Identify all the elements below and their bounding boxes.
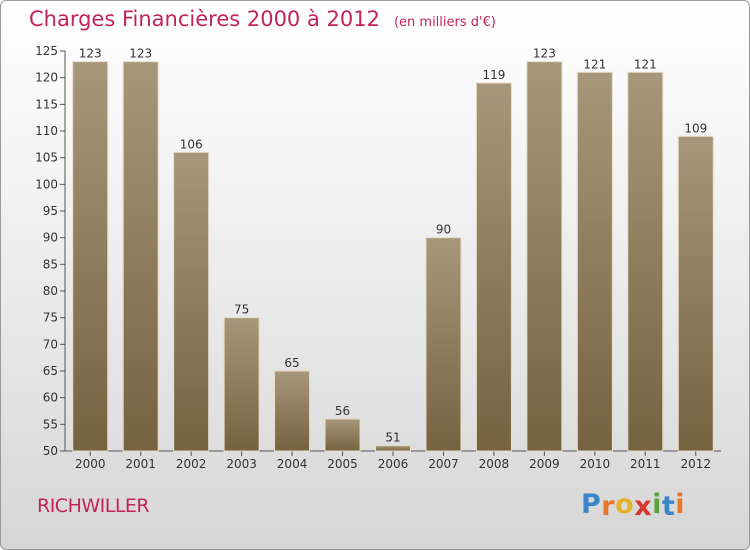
bars: [72, 61, 714, 452]
logo-letter: x: [634, 491, 653, 522]
y-tick-label: 70: [43, 337, 58, 351]
x-tick-label: 2005: [327, 457, 358, 471]
x-tick-label: 2003: [226, 457, 257, 471]
bar-2004: [274, 370, 311, 452]
city-name: RICHWILLER: [37, 495, 150, 517]
y-tick-label: 110: [35, 124, 58, 138]
bar-2009: [526, 61, 563, 452]
data-label-2000: 123: [79, 47, 102, 61]
data-label-2012: 109: [684, 121, 707, 135]
axes: 50 55 60 65 70 75 80 85 90 95 100 105 110 115 120 125 20…: [35, 44, 721, 471]
logo-letter: t: [661, 491, 676, 522]
logo-letter: r: [601, 491, 616, 522]
y-tick-label: 105: [35, 151, 58, 165]
bar-2010: [576, 71, 613, 452]
x-tick-label: 2006: [378, 457, 409, 471]
y-tick-label: 120: [35, 71, 58, 85]
x-tick-label: 2000: [75, 457, 106, 471]
x-tick-label: 2002: [176, 457, 207, 471]
y-tick-label: 85: [43, 257, 58, 271]
bar-2002: [173, 151, 210, 452]
bar-2011: [627, 71, 664, 452]
bar-2008: [475, 82, 512, 452]
y-tick-label: 80: [43, 284, 58, 298]
x-tick-label: 2008: [479, 457, 510, 471]
chart-title-text: Charges Financières 2000 à 2012: [29, 7, 380, 31]
y-tick-label: 55: [43, 417, 58, 431]
y-tick-label: 115: [35, 97, 58, 111]
data-label-2011: 121: [634, 57, 657, 71]
data-label-2008: 119: [482, 68, 505, 82]
data-label-2006: 51: [385, 431, 400, 445]
data-label-2010: 121: [583, 57, 606, 71]
x-tick-label: 2001: [125, 457, 156, 471]
y-tick-label: 75: [43, 311, 58, 325]
x-tick-label: 2004: [277, 457, 308, 471]
x-tick-label: 2012: [680, 457, 711, 471]
bar-2007: [425, 237, 462, 452]
logo-letter: P: [581, 489, 602, 520]
data-label-2005: 56: [335, 404, 350, 418]
x-tick-label: 2007: [428, 457, 459, 471]
chart-title: Charges Financières 2000 à 2012 (en milli…: [29, 7, 496, 31]
bar-2001: [122, 61, 159, 452]
logo-letter: o: [615, 489, 635, 520]
x-tick-label: 2009: [529, 457, 560, 471]
data-label-2009: 123: [533, 47, 556, 61]
y-tick-label: 95: [43, 204, 58, 218]
bar-2003: [223, 317, 260, 452]
y-tick-label: 65: [43, 364, 58, 378]
y-tick-label: 60: [43, 391, 58, 405]
data-label-2003: 75: [234, 303, 249, 317]
data-label-2002: 106: [180, 137, 203, 151]
logo-letter: i: [675, 489, 686, 520]
data-label-2004: 65: [284, 356, 299, 370]
bar-2000: [72, 61, 109, 452]
data-labels: 123 123 106 75 65 56 51 90 119 123 121 121 109: [79, 47, 707, 445]
data-label-2007: 90: [436, 223, 451, 237]
bar-2012: [677, 135, 714, 452]
data-label-2001: 123: [129, 47, 152, 61]
y-tick-label: 100: [35, 177, 58, 191]
bar-2005: [324, 418, 361, 452]
y-tick-label: 125: [35, 44, 58, 58]
y-tick-label: 90: [43, 231, 58, 245]
chart-subtitle: (en milliers d'€): [393, 15, 496, 30]
proxiti-logo: Proxiti: [581, 489, 686, 522]
logo-letter: i: [652, 489, 662, 520]
x-tick-label: 2011: [630, 457, 661, 471]
y-tick-label: 50: [43, 444, 58, 458]
x-tick-label: 2010: [580, 457, 611, 471]
bar-2006: [375, 445, 411, 452]
